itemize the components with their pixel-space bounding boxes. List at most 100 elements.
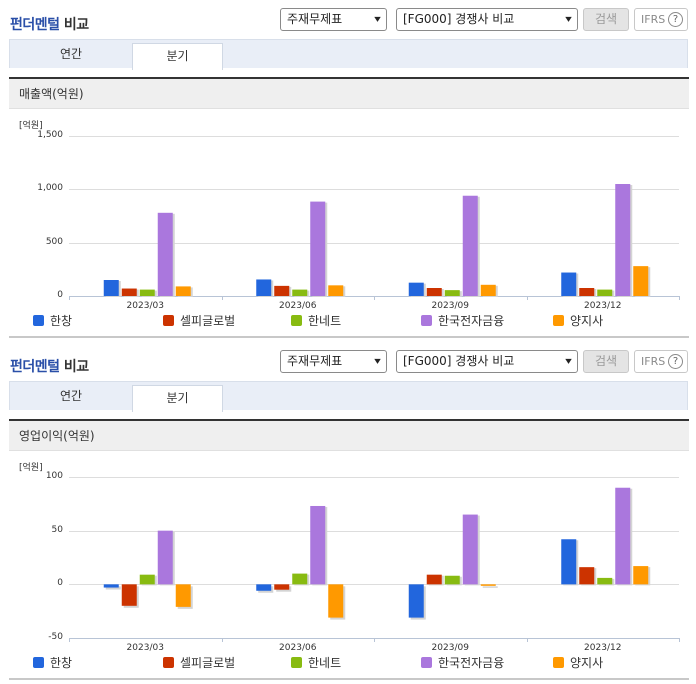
report-type-select[interactable]: 주재무제표 ▾ [280,8,387,31]
period-tabs: 연간 분기 [9,39,688,70]
bar[interactable] [561,539,577,585]
bar[interactable] [615,487,631,585]
unit-label: [억원] [19,463,43,473]
legend-swatch-icon [291,657,302,668]
bar[interactable] [597,289,613,296]
divider [9,336,689,338]
bar[interactable] [103,280,119,296]
x-axis-tick-label: 2023/06 [279,301,317,311]
legend-swatch-icon [33,315,44,326]
bar[interactable] [561,272,577,296]
tab-quarterly[interactable]: 분기 [132,43,223,70]
bar[interactable] [426,574,442,585]
legend-label: 한국전자금융 [438,314,505,328]
chart-plot [69,477,680,642]
bar[interactable] [597,577,613,585]
period-tabs: 연간 분기 [9,381,688,412]
bar[interactable] [444,575,460,585]
bar[interactable] [292,573,308,585]
bar[interactable] [462,514,478,585]
legend-item[interactable]: 한창 [33,314,72,328]
ifrs-button[interactable]: IFRS ? [634,350,688,373]
report-type-select[interactable]: 주재무제표 ▾ [280,350,387,373]
legend-item[interactable]: 셀피글로벌 [163,656,235,670]
fundamental-compare-revenue-section: 펀더멘털 비교 주재무제표 ▾ [FG000] 경쟁사 비교 ▾ 검색 IFRS… [9,8,689,338]
metric-label: 매출액(억원) [9,79,689,109]
bar[interactable] [175,286,191,296]
bar[interactable] [579,288,595,296]
peer-group-select[interactable]: [FG000] 경쟁사 비교 ▾ [396,350,578,373]
x-axis-tick-label: 2023/03 [126,301,164,311]
tab-quarterly[interactable]: 분기 [132,385,223,412]
legend-swatch-icon [421,315,432,326]
bar[interactable] [256,279,272,296]
bar[interactable] [462,195,478,296]
bar[interactable] [633,566,649,585]
legend-swatch-icon [291,315,302,326]
chevron-down-icon: ▾ [565,14,572,25]
legend-label: 한네트 [308,314,342,328]
legend-item[interactable]: 양지사 [553,314,603,328]
legend-item[interactable]: 한네트 [291,314,341,328]
bar[interactable] [408,282,424,296]
legend-swatch-icon [553,657,564,668]
ifrs-button[interactable]: IFRS ? [634,8,688,31]
bar[interactable] [175,584,191,607]
bar[interactable] [310,505,326,585]
bar[interactable] [633,266,649,296]
y-axis-tick-label: 500 [45,236,63,247]
y-axis-tick-label: -50 [48,631,63,642]
peer-group-select[interactable]: [FG000] 경쟁사 비교 ▾ [396,8,578,31]
bar[interactable] [256,584,272,591]
bar[interactable] [615,184,631,296]
help-icon[interactable]: ? [668,12,683,27]
x-axis-tick-label: 2023/12 [584,301,622,311]
legend-label: 한네트 [308,656,342,670]
unit-label: [억원] [19,121,43,131]
bar[interactable] [426,288,442,296]
bar[interactable] [139,574,155,585]
legend-swatch-icon [163,315,174,326]
bar[interactable] [121,288,137,296]
bar[interactable] [480,584,496,586]
bar[interactable] [328,285,344,296]
bar[interactable] [103,584,119,588]
legend-item[interactable]: 한네트 [291,656,341,670]
bar[interactable] [444,290,460,296]
bar[interactable] [579,567,595,585]
y-axis-tick-label: 50 [51,524,63,535]
section-title: 펀더멘털 비교 [10,17,89,33]
legend-item[interactable]: 한창 [33,656,72,670]
legend-item[interactable]: 양지사 [553,656,603,670]
operating-profit-bar-chart: [억원] -50 0 50 100 2023/03 2023/06 2023/09 2023/… [9,452,689,678]
search-button[interactable]: 검색 [583,8,629,31]
divider [9,77,689,79]
y-axis-tick-label: 1,000 [37,182,63,193]
bar[interactable] [121,584,137,606]
bar[interactable] [157,212,173,296]
help-icon[interactable]: ? [668,354,683,369]
bar[interactable] [274,584,290,590]
tab-annual[interactable]: 연간 [59,389,83,403]
bar[interactable] [274,285,290,296]
tab-annual[interactable]: 연간 [59,47,83,61]
legend-swatch-icon [33,657,44,668]
legend-item[interactable]: 한국전자금융 [421,656,504,670]
legend-label: 한창 [50,656,73,670]
y-axis-tick-label: 1,500 [37,129,63,140]
bar[interactable] [480,284,496,296]
bar[interactable] [139,289,155,296]
x-axis-tick-label: 2023/12 [584,643,622,653]
bar[interactable] [328,584,344,618]
bar[interactable] [408,584,424,618]
legend-item[interactable]: 셀피글로벌 [163,314,235,328]
legend-label: 셀피글로벌 [180,656,236,670]
x-axis-tick-label: 2023/09 [431,301,469,311]
y-axis-tick-label: 0 [57,577,63,588]
legend-item[interactable]: 한국전자금융 [421,314,504,328]
divider [9,419,689,421]
bar[interactable] [310,201,326,296]
search-button[interactable]: 검색 [583,350,629,373]
bar[interactable] [292,289,308,296]
bar[interactable] [157,530,173,585]
